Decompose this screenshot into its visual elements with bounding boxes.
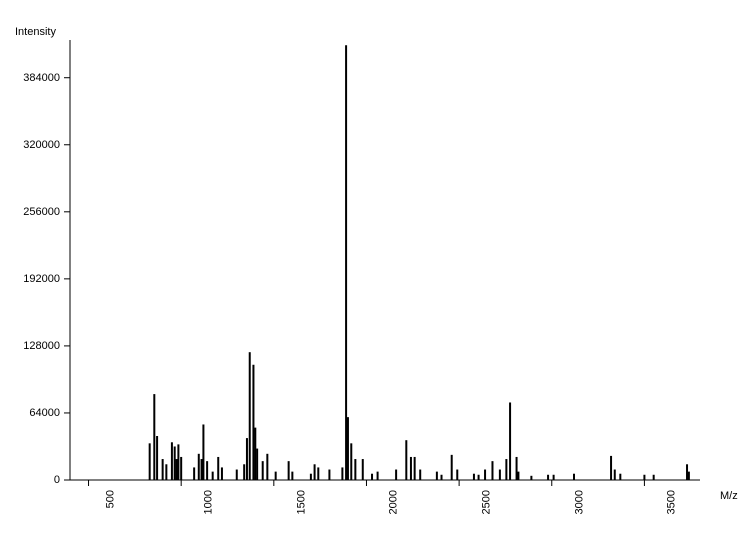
spectrum-peak [246,438,248,480]
spectrum-plot [0,0,750,540]
spectrum-peak [254,428,256,480]
x-tick-label: 2500 [481,490,493,514]
spectrum-peak [162,459,164,480]
spectrum-peak [619,474,621,480]
spectrum-peak [509,402,511,480]
x-tick-label: 1000 [203,490,215,514]
spectrum-peak [212,472,214,480]
spectrum-peak [176,459,178,480]
spectrum-peak [198,454,200,480]
mass-spectrum-chart: Intensity M/z 0 64000 128000 192000 256000 32… [0,0,750,540]
spectrum-peak [484,470,486,480]
spectrum-peak [341,467,343,480]
spectrum-peak [505,459,507,480]
spectrum-peak [414,457,416,480]
spectrum-peak [405,440,407,480]
spectrum-peak [371,474,373,480]
x-tick-label: 500 [104,490,116,508]
y-tick-label: 64000 [10,407,60,419]
spectrum-peak [310,474,312,480]
spectrum-peak [436,472,438,480]
spectrum-peak [614,470,616,480]
spectrum-peak [328,470,330,480]
spectrum-peak [456,470,458,480]
spectrum-peak [249,352,251,480]
spectrum-peak [473,474,475,480]
spectrum-peak [345,45,347,480]
spectrum-peak [553,475,555,480]
spectrum-peak [252,365,254,480]
spectrum-peak [317,467,319,480]
spectrum-peak [419,470,421,480]
spectrum-peak [688,472,690,480]
spectrum-peak [262,461,264,480]
spectrum-peak [491,461,493,480]
spectrum-peak [478,475,480,480]
spectrum-peak [256,449,258,480]
spectrum-peak [236,470,238,480]
y-tick-label: 192000 [10,273,60,285]
spectrum-peak [221,467,223,480]
spectrum-peak [686,464,688,480]
spectrum-peak [243,464,245,480]
x-axis-title: M/z [720,490,738,502]
spectrum-peak [410,457,412,480]
spectrum-peak [610,456,612,480]
x-tick-label: 1500 [295,490,307,514]
spectrum-peak [653,475,655,480]
spectrum-peak [149,443,151,480]
spectrum-peak [354,459,356,480]
spectrum-peak [517,472,519,480]
spectrum-peak [153,394,155,480]
spectrum-peak [314,464,316,480]
spectrum-peak [441,475,443,480]
y-tick-label: 256000 [10,206,60,218]
y-tick-label: 384000 [10,72,60,84]
spectrum-peak [165,464,167,480]
spectrum-peak [202,424,204,480]
spectrum-peak [573,474,575,480]
spectrum-peak [395,470,397,480]
y-tick-label: 128000 [10,340,60,352]
spectrum-peak [530,476,532,480]
x-tick-label: 3500 [666,490,678,514]
x-tick-label: 3000 [573,490,585,514]
y-tick-label: 0 [10,474,60,486]
y-tick-label: 320000 [10,139,60,151]
spectrum-peak [350,443,352,480]
spectrum-peak [643,475,645,480]
spectrum-peak [201,459,203,480]
spectrum-peak [451,455,453,480]
spectrum-peak [288,461,290,480]
spectrum-peak [266,454,268,480]
spectrum-peak [362,459,364,480]
spectrum-peak [180,457,182,480]
spectrum-peak [174,446,176,480]
spectrum-peak [275,472,277,480]
x-tick-label: 2000 [388,490,400,514]
spectrum-peak [156,436,158,480]
spectrum-peak [347,417,349,480]
spectrum-peak [377,472,379,480]
spectrum-peak [547,475,549,480]
spectrum-peak [193,467,195,480]
y-axis-title: Intensity [15,26,56,38]
spectrum-peak [499,470,501,480]
spectrum-peak [516,457,518,480]
spectrum-peak [206,461,208,480]
spectrum-peak [177,444,179,480]
spectrum-peak [291,472,293,480]
spectrum-peak [171,442,173,480]
spectrum-peak [217,457,219,480]
